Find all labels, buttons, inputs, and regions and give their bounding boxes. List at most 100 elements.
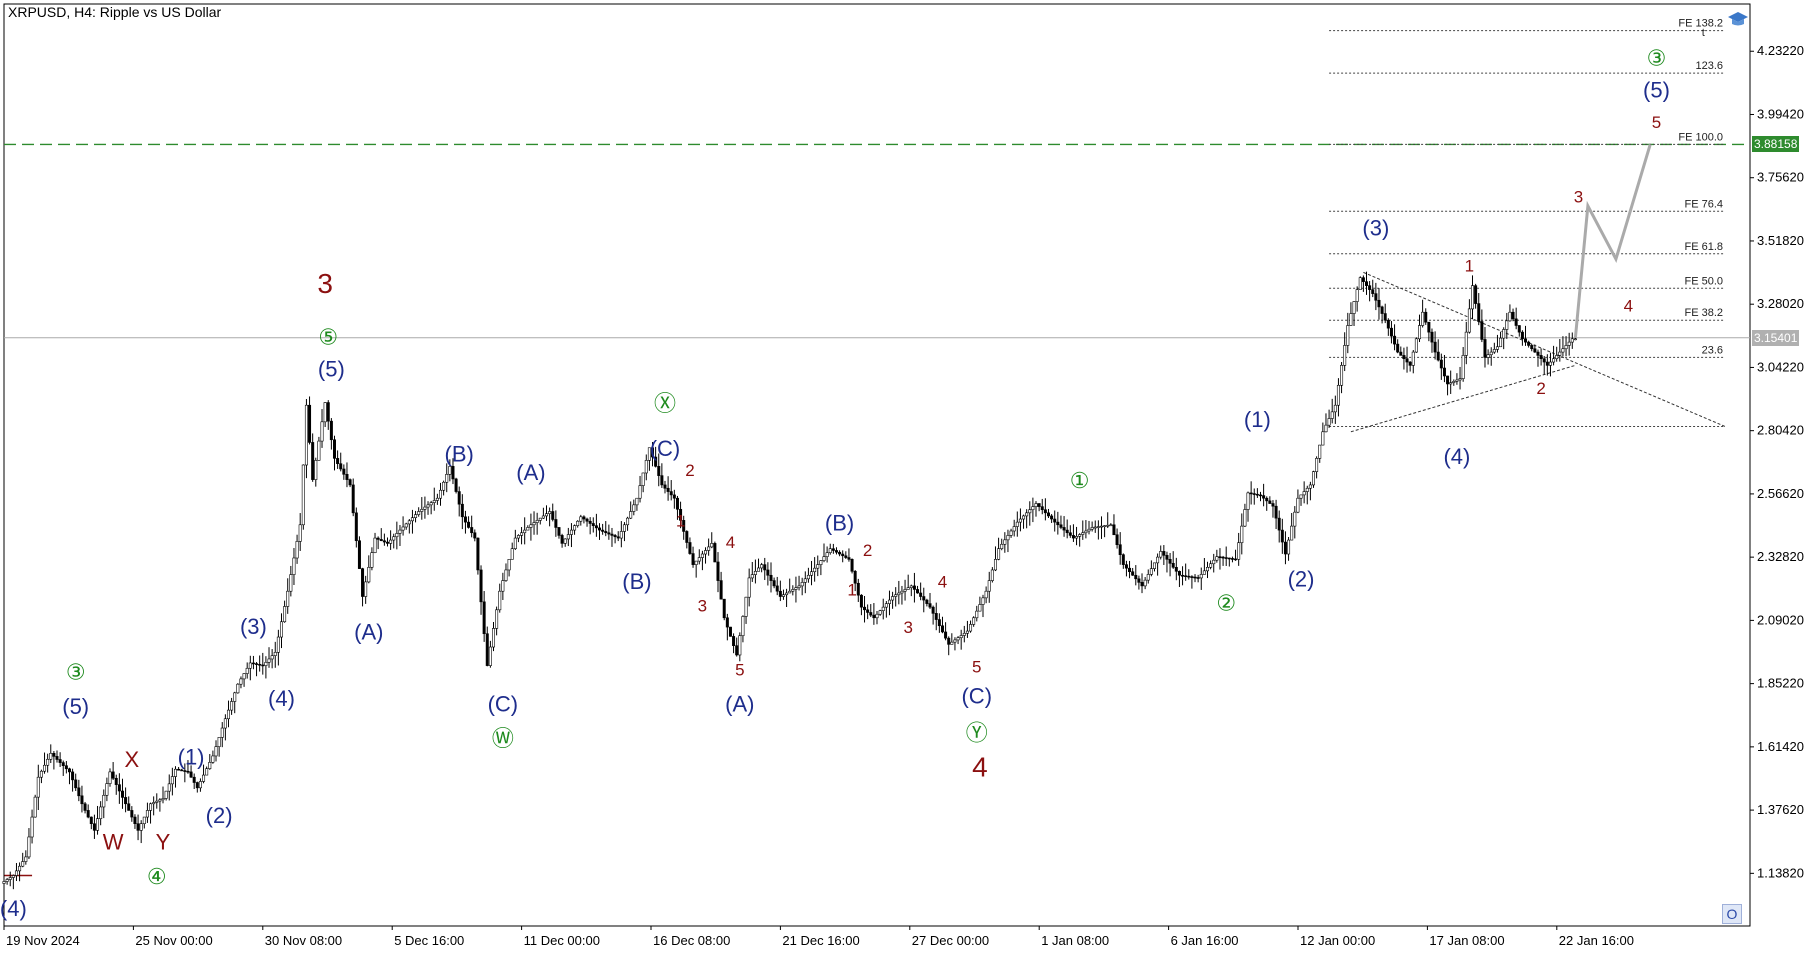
candle-body xyxy=(922,596,926,601)
candle-body xyxy=(311,442,315,480)
candle-body xyxy=(626,517,630,526)
candle-body xyxy=(1227,557,1231,560)
candle-body xyxy=(1383,313,1387,321)
candle-body xyxy=(622,524,626,532)
candle-body xyxy=(49,752,53,760)
candle-body xyxy=(1321,431,1325,446)
candle-body xyxy=(663,484,667,489)
candle-body xyxy=(769,574,773,581)
candle-body xyxy=(308,404,312,443)
candle-body xyxy=(1240,525,1244,544)
candle-body xyxy=(697,557,701,562)
candle-body xyxy=(345,473,349,480)
wave-label: W xyxy=(103,829,124,854)
candle-body xyxy=(953,639,957,643)
candle-body xyxy=(195,782,199,789)
x-tick-label: 30 Nov 08:00 xyxy=(265,933,342,948)
candle-body xyxy=(261,664,265,667)
candle-body xyxy=(732,636,736,646)
candle-body xyxy=(1399,351,1403,356)
candle-body xyxy=(420,508,424,512)
candle-body xyxy=(1037,503,1041,507)
wave-label: 2 xyxy=(863,541,872,560)
candle-body xyxy=(205,768,209,776)
wave-label: Ⓦ xyxy=(492,726,514,751)
candle-body xyxy=(691,553,695,565)
fe-level-label: FE 76.4 xyxy=(1685,198,1724,210)
candle-body xyxy=(1265,497,1269,502)
candle-body xyxy=(716,561,720,581)
candle-body xyxy=(962,632,966,636)
candle-body xyxy=(67,768,71,773)
candle-body xyxy=(339,463,343,470)
candle-body xyxy=(1346,325,1350,346)
candle-body xyxy=(1090,527,1094,530)
candle-body xyxy=(507,559,511,571)
candle-body xyxy=(1458,378,1462,381)
candle-body xyxy=(651,447,655,458)
candle-body xyxy=(1336,384,1340,406)
candle-body xyxy=(1539,355,1543,360)
candle-body xyxy=(248,662,252,669)
candle-body xyxy=(972,617,976,625)
candle-body xyxy=(139,823,143,831)
candle-body xyxy=(1411,351,1415,366)
candle-body xyxy=(460,503,464,518)
candle-body xyxy=(1502,329,1506,339)
candle-body xyxy=(866,609,870,613)
candle-body xyxy=(1255,493,1259,496)
candle-body xyxy=(679,508,683,521)
candle-body xyxy=(1374,293,1378,301)
candle-body xyxy=(1545,361,1549,366)
wave-label: (1) xyxy=(1244,407,1271,432)
candle-body xyxy=(594,525,598,529)
candle-body xyxy=(1262,495,1266,499)
candle-body xyxy=(725,617,729,628)
wave-label: 5 xyxy=(1652,113,1661,132)
candle-body xyxy=(1190,576,1194,578)
candle-body xyxy=(694,560,698,565)
o-button[interactable]: O xyxy=(1722,904,1742,924)
candle-body xyxy=(473,532,477,539)
candle-body xyxy=(654,456,658,467)
candle-body xyxy=(1056,521,1060,526)
candle-body xyxy=(685,531,689,543)
candle-body xyxy=(1561,348,1565,353)
candle-body xyxy=(806,574,810,580)
candle-body xyxy=(2,881,6,884)
candle-body xyxy=(610,533,614,536)
candle-body xyxy=(55,756,59,760)
fe-level-label: 23.6 xyxy=(1702,344,1723,356)
candle-body xyxy=(1312,471,1316,486)
candle-body xyxy=(111,771,115,779)
candle-body xyxy=(1371,289,1375,294)
candle-body xyxy=(1025,512,1029,517)
candle-body xyxy=(186,770,190,773)
candle-body xyxy=(1040,506,1044,511)
candle-body xyxy=(251,662,255,665)
graduation-cap-icon[interactable] xyxy=(1727,10,1749,28)
candle-body xyxy=(1424,311,1428,323)
candle-body xyxy=(211,755,215,763)
candle-body xyxy=(258,663,262,666)
candle-body xyxy=(585,518,589,522)
candle-body xyxy=(183,770,187,772)
candle-body xyxy=(414,514,418,518)
candle-body xyxy=(1442,367,1446,377)
candle-body xyxy=(613,535,617,538)
candle-body xyxy=(1471,285,1475,310)
candle-body xyxy=(30,816,34,838)
candle-body xyxy=(810,571,814,576)
x-tick-label: 27 Dec 00:00 xyxy=(912,933,989,948)
candle-body xyxy=(442,481,446,491)
candle-body xyxy=(688,542,692,554)
candle-body xyxy=(1318,444,1322,459)
candle-body xyxy=(398,529,402,534)
candle-body xyxy=(563,538,567,544)
candle-body xyxy=(1483,339,1487,358)
candle-body xyxy=(152,802,156,805)
candle-body xyxy=(750,574,754,579)
candle-body xyxy=(220,727,224,738)
